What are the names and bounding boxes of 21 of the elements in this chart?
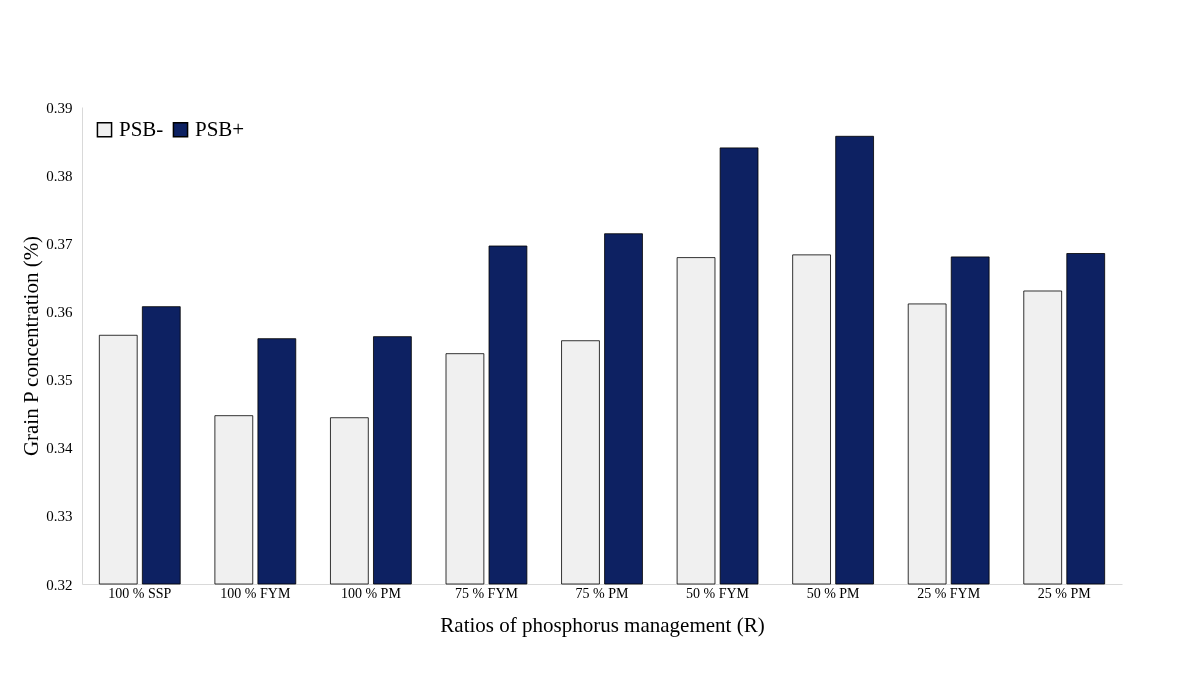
y-tick-label: 0.34	[46, 440, 73, 457]
y-tick-label: 0.36	[46, 303, 73, 320]
y-tick-label: 0.33	[46, 508, 73, 525]
x-tick-label: 75 % PM	[575, 585, 629, 601]
y-axis-title: Grain P concentration (%)	[19, 235, 44, 457]
y-tick-label: 0.32	[46, 576, 73, 593]
y-tick-label: 0.38	[46, 167, 73, 184]
y-tick-label: 0.35	[46, 372, 73, 389]
x-tick-label: 50 % FYM	[686, 585, 750, 601]
x-tick-label: 25 % FYM	[917, 585, 981, 601]
y-tick-label: 0.39	[46, 99, 73, 116]
x-tick-label: 75 % FYM	[454, 585, 519, 601]
legend-label: PSB-	[119, 116, 164, 141]
y-tick-label: 0.37	[46, 235, 73, 252]
x-tick-label: 25 % PM	[1037, 585, 1092, 601]
x-tick-label: 100 % SSP	[108, 585, 172, 601]
x-tick-label: 100 % PM	[340, 585, 402, 601]
legend-label: PSB+	[195, 116, 245, 141]
x-axis-title: Ratios of phosphorus management (R)	[440, 612, 765, 637]
x-tick-label: 50 % PM	[806, 585, 861, 601]
x-tick-label: 100 % FYM	[220, 585, 291, 601]
